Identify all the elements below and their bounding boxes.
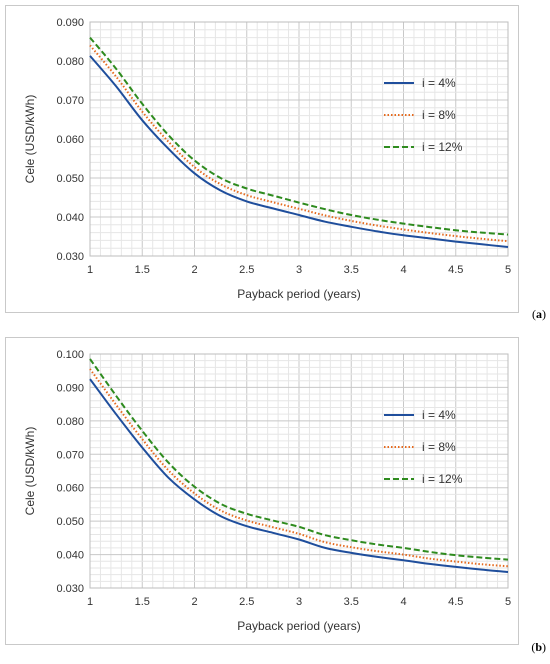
y-tick-label: 0.090: [56, 382, 84, 394]
series-line-2: [89, 368, 509, 568]
y-tick-label: 0.050: [56, 173, 84, 185]
x-tick-label: 2: [191, 264, 197, 276]
x-tick-label: 1.5: [135, 596, 150, 608]
x-tick-label: 3.5: [344, 264, 359, 276]
legend-label-1: i = 4%: [422, 76, 456, 90]
legend-label-3: i = 12%: [422, 472, 463, 486]
series-line-1: [89, 55, 509, 248]
x-tick-label: 5: [505, 596, 511, 608]
legend: i = 4% i = 8% i = 12%: [384, 76, 463, 154]
legend: i = 4% i = 8% i = 12%: [384, 408, 463, 486]
legend-label-2: i = 8%: [422, 440, 456, 454]
x-tick-label: 1.5: [135, 264, 150, 276]
x-axis-title: Payback period (years): [237, 619, 360, 633]
legend-label-3: i = 12%: [422, 140, 463, 154]
legend-label-2: i = 8%: [422, 108, 456, 122]
plot-area: [89, 21, 509, 257]
series-line-2: [89, 44, 509, 243]
y-tick-label: 0.070: [56, 449, 84, 461]
panel-label-a: (a): [532, 307, 546, 321]
grid: [89, 21, 509, 257]
y-tick-label: 0.050: [56, 516, 84, 528]
panel-label-b: (b): [531, 640, 546, 654]
x-tick-label: 3: [296, 596, 302, 608]
y-tick-label: 0.030: [56, 583, 84, 595]
x-tick-label: 3.5: [344, 596, 359, 608]
series-line-1: [89, 378, 509, 573]
y-tick-label: 0.030: [56, 251, 84, 263]
y-tick-label: 0.080: [56, 56, 84, 68]
x-tick-label: 2.5: [239, 596, 254, 608]
x-tick-label: 4: [400, 264, 406, 276]
y-tick-label: 0.090: [56, 17, 84, 29]
y-tick-label: 0.070: [56, 95, 84, 107]
y-axis-title: Cele (USD/kWh): [23, 427, 37, 516]
y-tick-label: 0.040: [56, 212, 84, 224]
x-axis-title: Payback period (years): [237, 287, 360, 301]
series-line-3: [89, 358, 509, 561]
x-tick-label: 2: [191, 596, 197, 608]
x-tick-label: 2.5: [239, 264, 254, 276]
series-line-3: [89, 36, 509, 236]
y-tick-label: 0.060: [56, 483, 84, 495]
x-tick-label: 1: [87, 264, 93, 276]
line-chart-b: 0.030 0.040 0.050 0.060 0.070 0.080 0.090 0.100…: [23, 349, 511, 633]
line-chart-a: 0.030 0.040 0.050 0.060 0.070 0.080 0.090 1 1.5 2…: [23, 17, 511, 301]
x-tick-label: 5: [505, 264, 511, 276]
y-axis-title: Cele (USD/kWh): [23, 95, 37, 184]
y-tick-label: 0.060: [56, 134, 84, 146]
x-tick-label: 3: [296, 264, 302, 276]
chart-panel-a: 0.030 0.040 0.050 0.060 0.070 0.080 0.090 1 1.5 2…: [5, 5, 519, 313]
y-tick-label: 0.080: [56, 416, 84, 428]
x-tick-label: 4: [400, 596, 406, 608]
y-tick-label: 0.100: [56, 349, 84, 361]
legend-label-1: i = 4%: [422, 408, 456, 422]
x-tick-label: 1: [87, 596, 93, 608]
plot-area: [89, 353, 509, 589]
x-tick-label: 4.5: [448, 596, 463, 608]
x-tick-label: 4.5: [448, 264, 463, 276]
y-tick-label: 0.040: [56, 550, 84, 562]
chart-panel-b: 0.030 0.040 0.050 0.060 0.070 0.080 0.090 0.100…: [5, 337, 519, 645]
grid: [89, 353, 509, 589]
